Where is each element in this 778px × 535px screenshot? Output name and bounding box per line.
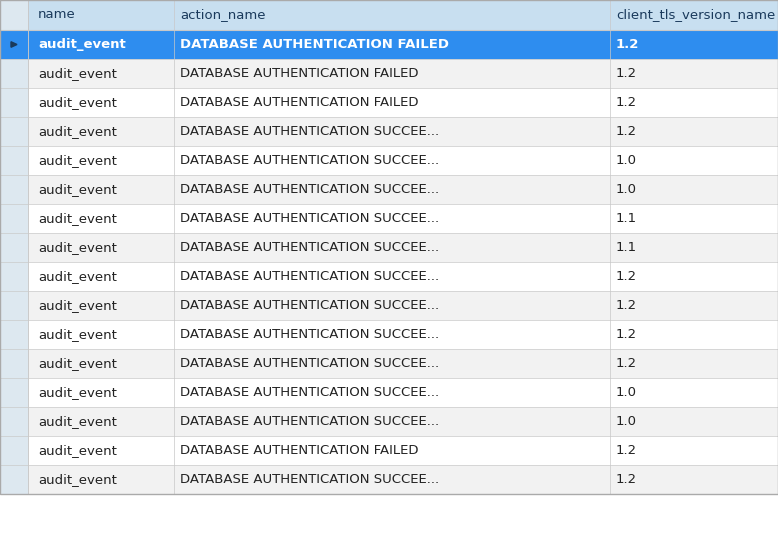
Bar (0, 175, 28, 204)
Bar (28, 204, 778, 233)
Text: audit_event: audit_event (38, 67, 117, 80)
Text: 1.2: 1.2 (616, 125, 637, 138)
Text: audit_event: audit_event (38, 386, 117, 399)
Text: audit_event: audit_event (38, 328, 117, 341)
Bar (28, 233, 778, 262)
Text: audit_event: audit_event (38, 154, 117, 167)
Text: audit_event: audit_event (38, 183, 117, 196)
Bar (0, 407, 28, 436)
Text: DATABASE AUTHENTICATION SUCCEE...: DATABASE AUTHENTICATION SUCCEE... (180, 212, 439, 225)
Bar (28, 30, 778, 59)
Text: 1.2: 1.2 (616, 299, 637, 312)
Bar (28, 117, 778, 146)
Bar (28, 0, 778, 30)
Bar (28, 175, 778, 204)
Text: 1.0: 1.0 (616, 415, 637, 428)
Text: DATABASE AUTHENTICATION SUCCEE...: DATABASE AUTHENTICATION SUCCEE... (180, 473, 439, 486)
Text: audit_event: audit_event (38, 270, 117, 283)
Text: action_name: action_name (180, 9, 265, 21)
Bar (0, 378, 28, 407)
Bar (0, 262, 28, 291)
Text: 1.0: 1.0 (616, 154, 637, 167)
Text: audit_event: audit_event (38, 125, 117, 138)
Text: 1.0: 1.0 (616, 183, 637, 196)
Text: audit_event: audit_event (38, 96, 117, 109)
Text: DATABASE AUTHENTICATION SUCCEE...: DATABASE AUTHENTICATION SUCCEE... (180, 299, 439, 312)
Text: DATABASE AUTHENTICATION SUCCEE...: DATABASE AUTHENTICATION SUCCEE... (180, 241, 439, 254)
Text: DATABASE AUTHENTICATION SUCCEE...: DATABASE AUTHENTICATION SUCCEE... (180, 270, 439, 283)
Bar (28, 88, 778, 117)
Text: 1.2: 1.2 (616, 270, 637, 283)
Bar (0, 465, 28, 494)
Bar (28, 407, 778, 436)
Bar (0, 204, 28, 233)
Bar (28, 59, 778, 88)
Text: DATABASE AUTHENTICATION SUCCEE...: DATABASE AUTHENTICATION SUCCEE... (180, 183, 439, 196)
Bar (28, 262, 778, 291)
Text: DATABASE AUTHENTICATION SUCCEE...: DATABASE AUTHENTICATION SUCCEE... (180, 357, 439, 370)
Text: 1.0: 1.0 (616, 386, 637, 399)
Bar (28, 146, 778, 175)
Bar (28, 320, 778, 349)
Text: 1.2: 1.2 (616, 38, 640, 51)
Bar (28, 378, 778, 407)
Bar (0, 30, 28, 59)
Bar (0, 233, 28, 262)
Text: DATABASE AUTHENTICATION SUCCEE...: DATABASE AUTHENTICATION SUCCEE... (180, 328, 439, 341)
Text: audit_event: audit_event (38, 444, 117, 457)
Bar (28, 291, 778, 320)
Text: 1.2: 1.2 (616, 328, 637, 341)
Text: 1.2: 1.2 (616, 473, 637, 486)
Text: audit_event: audit_event (38, 212, 117, 225)
Text: 1.2: 1.2 (616, 444, 637, 457)
Text: 1.2: 1.2 (616, 357, 637, 370)
Text: DATABASE AUTHENTICATION FAILED: DATABASE AUTHENTICATION FAILED (180, 67, 419, 80)
Bar (28, 436, 778, 465)
Text: audit_event: audit_event (38, 473, 117, 486)
Text: audit_event: audit_event (38, 357, 117, 370)
Text: 1.2: 1.2 (616, 67, 637, 80)
Bar (0, 0, 28, 30)
Text: audit_event: audit_event (38, 299, 117, 312)
Bar (0, 349, 28, 378)
Text: DATABASE AUTHENTICATION SUCCEE...: DATABASE AUTHENTICATION SUCCEE... (180, 415, 439, 428)
Text: 1.1: 1.1 (616, 212, 637, 225)
Bar (0, 59, 28, 88)
Text: audit_event: audit_event (38, 241, 117, 254)
Text: DATABASE AUTHENTICATION FAILED: DATABASE AUTHENTICATION FAILED (180, 444, 419, 457)
Bar (0, 88, 28, 117)
Text: client_tls_version_name: client_tls_version_name (616, 9, 775, 21)
Bar (28, 349, 778, 378)
Text: DATABASE AUTHENTICATION SUCCEE...: DATABASE AUTHENTICATION SUCCEE... (180, 386, 439, 399)
Bar (0, 320, 28, 349)
Text: audit_event: audit_event (38, 415, 117, 428)
Text: DATABASE AUTHENTICATION FAILED: DATABASE AUTHENTICATION FAILED (180, 96, 419, 109)
Bar (28, 465, 778, 494)
Text: DATABASE AUTHENTICATION SUCCEE...: DATABASE AUTHENTICATION SUCCEE... (180, 154, 439, 167)
Text: audit_event: audit_event (38, 38, 126, 51)
Polygon shape (11, 42, 17, 47)
Text: 1.1: 1.1 (616, 241, 637, 254)
Bar (0, 117, 28, 146)
Text: 1.2: 1.2 (616, 96, 637, 109)
Bar (0, 146, 28, 175)
Bar (0, 291, 28, 320)
Text: DATABASE AUTHENTICATION SUCCEE...: DATABASE AUTHENTICATION SUCCEE... (180, 125, 439, 138)
Bar (0, 436, 28, 465)
Text: name: name (38, 9, 75, 21)
Text: DATABASE AUTHENTICATION FAILED: DATABASE AUTHENTICATION FAILED (180, 38, 449, 51)
